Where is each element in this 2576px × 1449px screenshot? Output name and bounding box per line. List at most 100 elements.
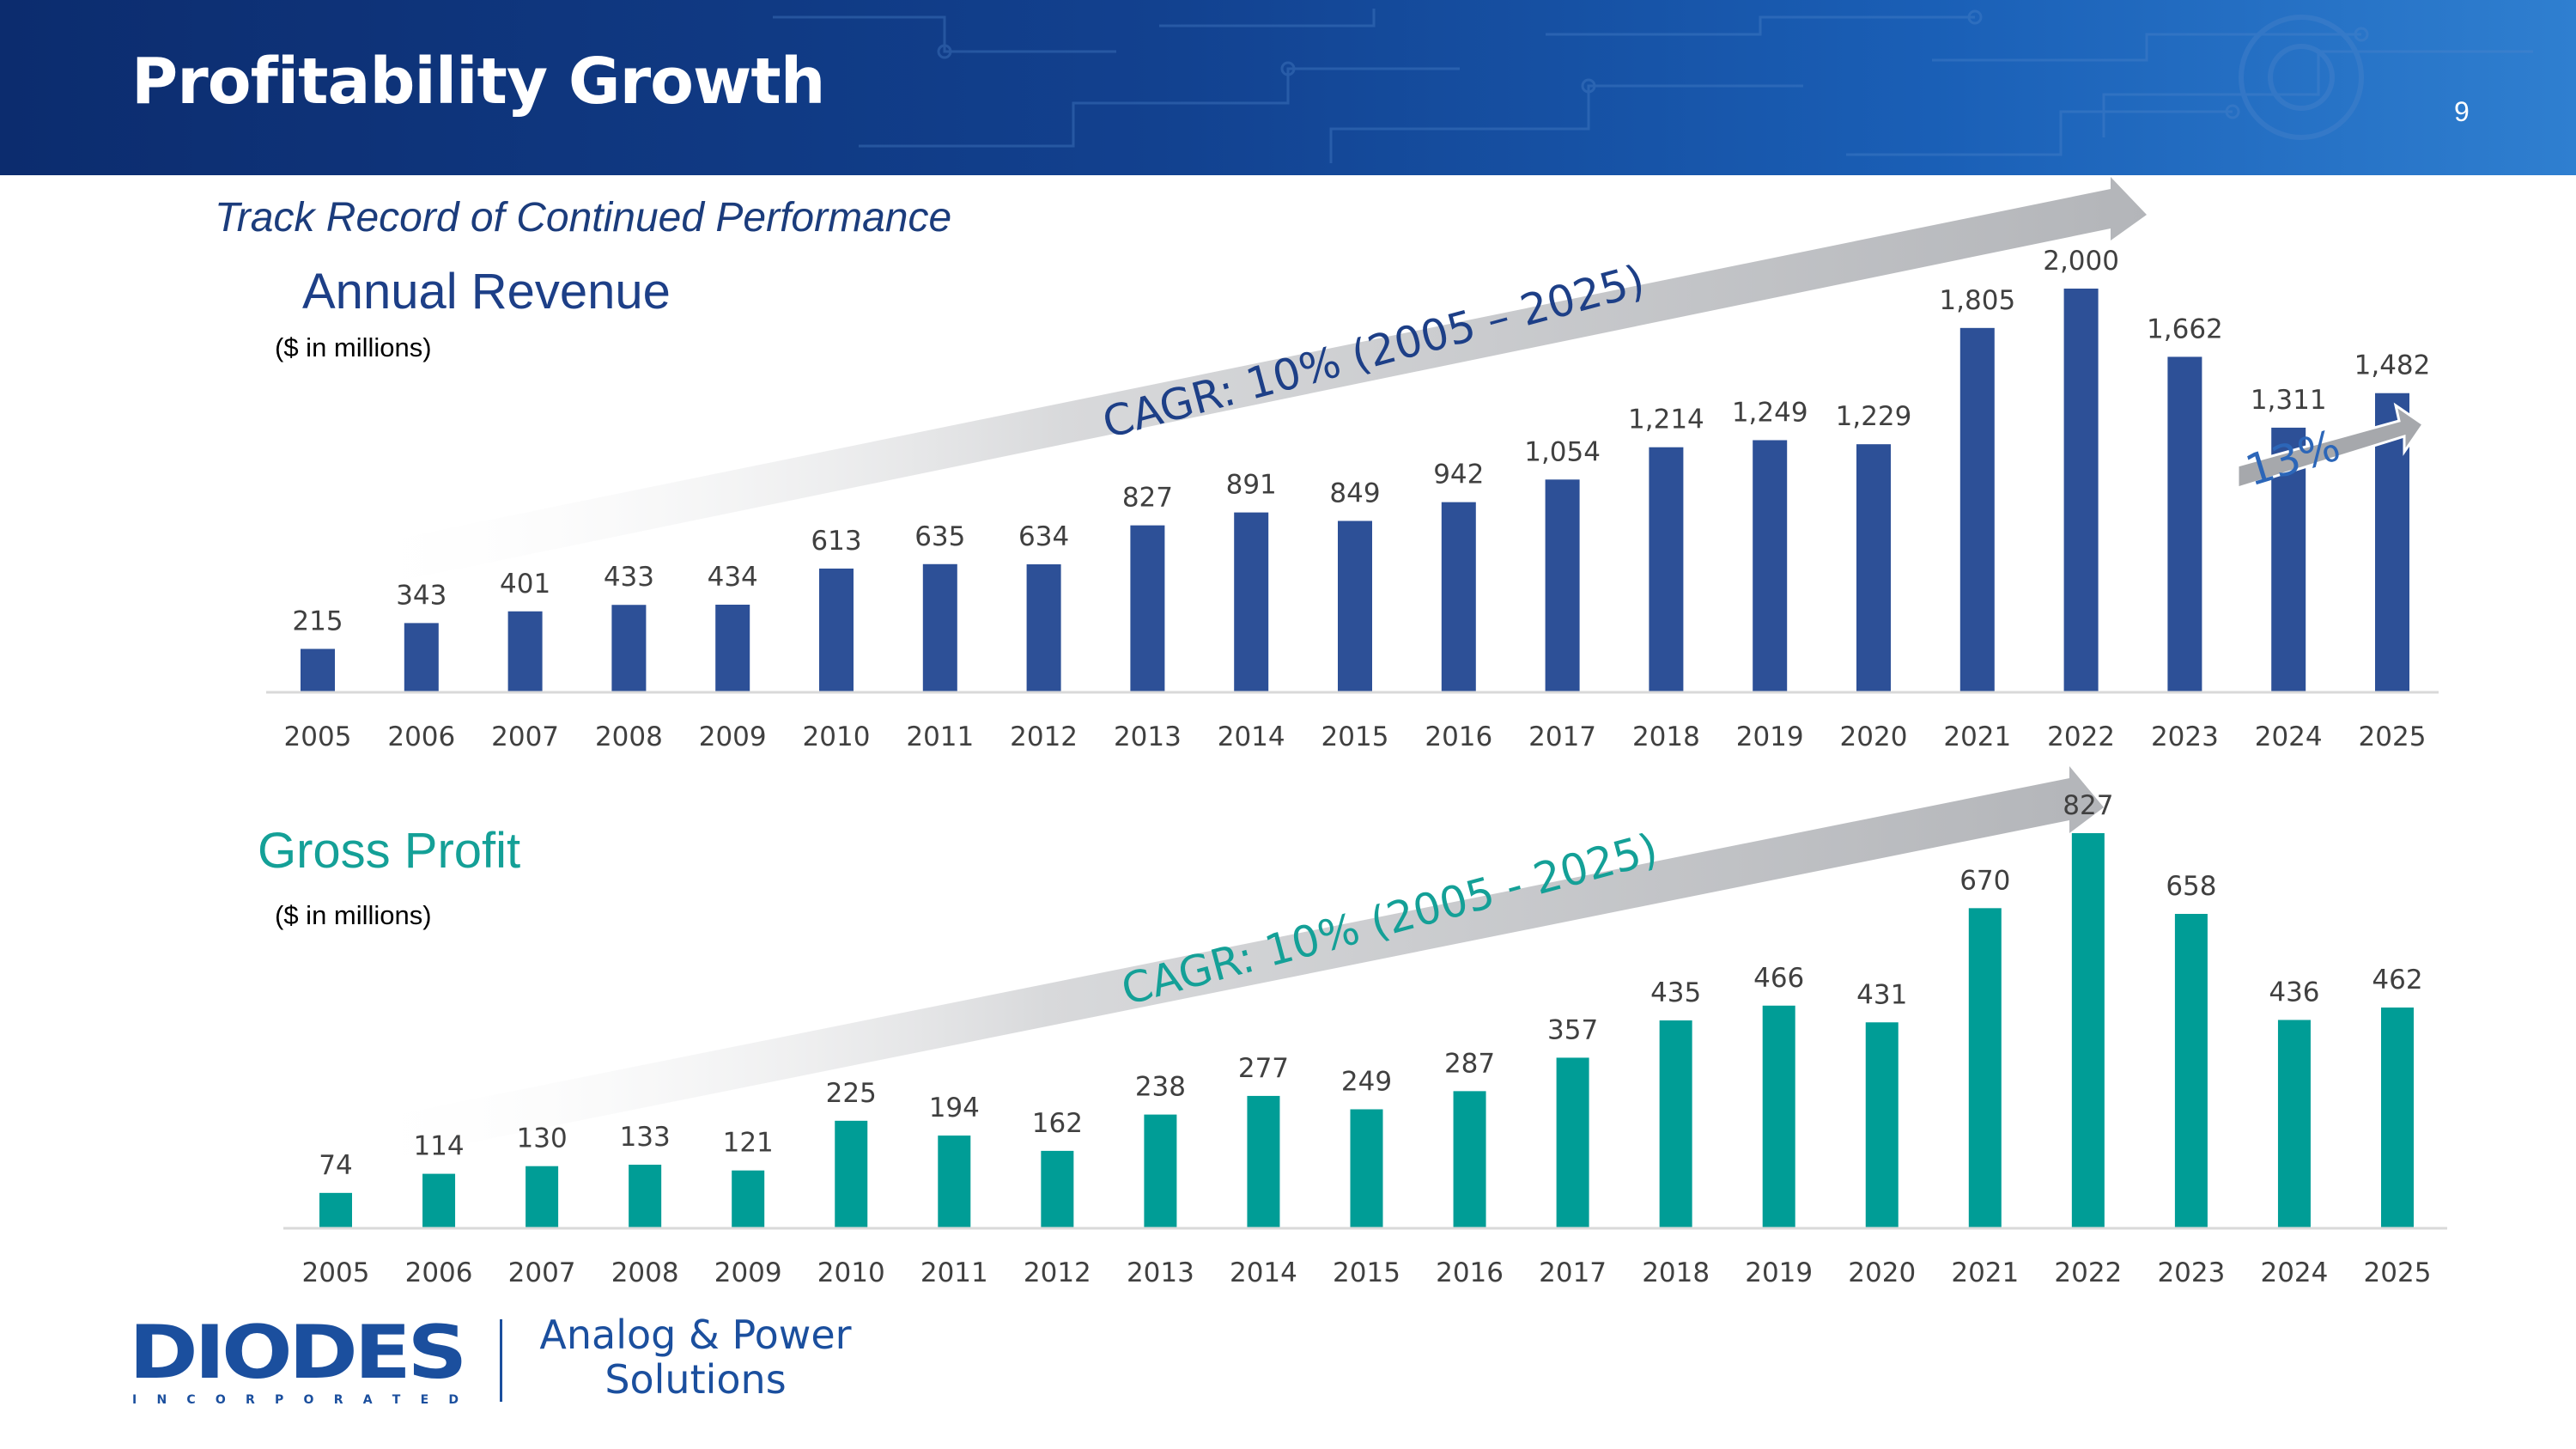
revenue-value-label-2020: 1,229 (1836, 401, 1912, 432)
revenue-value-label-2022: 2,000 (2043, 246, 2119, 277)
revenue-value-label-2025: 1,482 (2354, 350, 2431, 381)
gross-profit-value-label-2017: 357 (1547, 1014, 1598, 1045)
gross-profit-bar-2024 (2277, 1020, 2311, 1228)
revenue-value-label-2017: 1,054 (1524, 436, 1601, 467)
gross-profit-value-label-2010: 225 (826, 1078, 877, 1109)
revenue-bar-2017 (1545, 479, 1580, 692)
revenue-value-label-2012: 634 (1018, 521, 1069, 552)
logo-divider (500, 1319, 502, 1402)
gross-profit-bar-2016 (1453, 1091, 1486, 1228)
revenue-value-label-2005: 215 (292, 606, 343, 636)
revenue-tick-label-2013: 2013 (1114, 721, 1182, 752)
gross-profit-cagr-arrow (343, 766, 2104, 1168)
revenue-bar-2018 (1649, 447, 1684, 692)
gross-profit-value-label-2021: 670 (1959, 865, 2010, 896)
page-subtitle: Track Record of Continued Performance (215, 195, 952, 240)
gross-profit-bar-2015 (1350, 1109, 1383, 1228)
revenue-tick-label-2014: 2014 (1218, 721, 1285, 752)
gross-profit-tick-label-2023: 2023 (2157, 1257, 2225, 1288)
revenue-value-label-2021: 1,805 (1939, 285, 2015, 316)
revenue-tick-label-2008: 2008 (595, 721, 663, 752)
revenue-tick-label-2020: 2020 (1840, 721, 1908, 752)
slide-header: Profitability Growth 9 (0, 0, 2576, 175)
gross-profit-value-label-2016: 287 (1444, 1048, 1495, 1079)
gross-profit-value-label-2020: 431 (1856, 979, 1907, 1010)
gross-profit-chart: CAGR: 10% (2005 - 2025) 74 114 130 133 121 22… (283, 766, 2447, 1288)
gross-profit-value-label-2012: 162 (1032, 1108, 1083, 1139)
revenue-tick-label-2022: 2022 (2047, 721, 2115, 752)
revenue-value-label-2015: 849 (1329, 478, 1380, 508)
gross-profit-tick-label-2010: 2010 (817, 1257, 885, 1288)
revenue-tick-label-2007: 2007 (491, 721, 559, 752)
gross-profit-value-label-2013: 238 (1135, 1072, 1186, 1103)
revenue-value-label-2011: 635 (914, 521, 965, 552)
revenue-value-label-2013: 827 (1122, 483, 1173, 514)
gross-profit-chart-title: Gross Profit (258, 823, 521, 879)
gross-profit-value-label-2014: 277 (1238, 1053, 1289, 1084)
revenue-value-label-2014: 891 (1226, 470, 1277, 501)
page-title: Profitability Growth (131, 45, 825, 119)
revenue-bar-2023 (2167, 356, 2202, 692)
gross-profit-bar-2023 (2174, 914, 2208, 1228)
revenue-value-label-2010: 613 (811, 526, 861, 557)
revenue-tick-label-2009: 2009 (699, 721, 767, 752)
gross-profit-bar-2013 (1144, 1114, 1177, 1228)
gross-profit-tick-label-2007: 2007 (508, 1257, 576, 1288)
revenue-bar-2013 (1130, 525, 1165, 692)
revenue-bar-2012 (1026, 564, 1061, 692)
gross-profit-tick-label-2013: 2013 (1127, 1257, 1194, 1288)
revenue-bar-2011 (922, 563, 957, 692)
gross-profit-value-label-2005: 74 (319, 1150, 352, 1181)
gross-profit-tick-label-2009: 2009 (714, 1257, 782, 1288)
revenue-tick-label-2025: 2025 (2359, 721, 2427, 752)
page-number: 9 (2454, 96, 2470, 127)
gross-profit-bar-2006 (422, 1173, 456, 1228)
logo-wordmark: DIODES (129, 1319, 464, 1396)
gross-profit-value-label-2019: 466 (1753, 963, 1804, 994)
revenue-tick-label-2011: 2011 (906, 721, 974, 752)
gross-profit-tick-label-2020: 2020 (1848, 1257, 1916, 1288)
gross-profit-cagr-label: CAGR: 10% (2005 - 2025) (1116, 824, 1662, 1015)
revenue-value-label-2008: 433 (604, 562, 654, 593)
revenue-bar-2008 (611, 605, 647, 692)
revenue-tick-label-2021: 2021 (1943, 721, 2011, 752)
revenue-value-label-2024: 1,311 (2251, 385, 2327, 416)
revenue-value-label-2019: 1,249 (1732, 397, 1808, 428)
gross-profit-tick-label-2016: 2016 (1436, 1257, 1504, 1288)
gross-profit-bar-2010 (835, 1120, 868, 1228)
revenue-bar-2020 (1856, 444, 1891, 692)
gross-profit-bar-2020 (1865, 1022, 1899, 1228)
gross-profit-value-label-2018: 435 (1650, 977, 1701, 1008)
tagline-line-2: Solutions (605, 1356, 787, 1403)
gross-profit-value-label-2015: 249 (1341, 1066, 1392, 1097)
gross-profit-bar-2014 (1247, 1095, 1280, 1228)
gross-profit-bar-2007 (526, 1166, 559, 1228)
revenue-bar-2022 (2063, 289, 2099, 692)
gross-profit-tick-label-2014: 2014 (1230, 1257, 1297, 1288)
gross-profit-tick-label-2024: 2024 (2260, 1257, 2328, 1288)
revenue-bar-2006 (404, 623, 439, 692)
revenue-tick-label-2023: 2023 (2151, 721, 2219, 752)
gross-profit-tick-label-2012: 2012 (1024, 1257, 1091, 1288)
gross-profit-value-label-2022: 827 (2063, 790, 2113, 821)
gross-profit-bar-2017 (1556, 1057, 1589, 1228)
revenue-tick-label-2006: 2006 (387, 721, 455, 752)
gross-profit-bar-2008 (629, 1165, 662, 1228)
gross-profit-bar-2011 (938, 1135, 971, 1228)
gross-profit-tick-label-2017: 2017 (1539, 1257, 1607, 1288)
revenue-value-label-2018: 1,214 (1628, 405, 1704, 435)
revenue-bar-2019 (1753, 440, 1788, 692)
revenue-tick-label-2024: 2024 (2255, 721, 2323, 752)
revenue-bar-2016 (1441, 502, 1476, 692)
revenue-tick-label-2010: 2010 (803, 721, 871, 752)
revenue-value-label-2007: 401 (500, 569, 550, 600)
revenue-tick-label-2005: 2005 (284, 721, 352, 752)
diodes-logo: DIODES I N C O R P O R A T E D (129, 1319, 467, 1405)
revenue-cagr-arrow (343, 177, 2147, 593)
tagline-line-1: Analog & Power (539, 1312, 852, 1358)
gross-profit-tick-label-2011: 2011 (920, 1257, 988, 1288)
revenue-chart-title: Annual Revenue (302, 264, 671, 320)
gross-profit-value-label-2008: 133 (620, 1122, 671, 1153)
gross-profit-tick-label-2008: 2008 (611, 1257, 679, 1288)
revenue-bar-2014 (1234, 512, 1269, 692)
